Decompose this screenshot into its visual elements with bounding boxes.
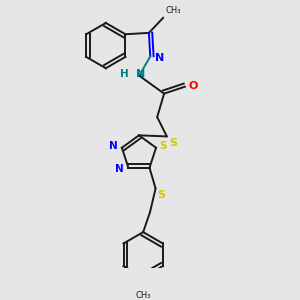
Text: N: N bbox=[155, 53, 164, 63]
Text: S: S bbox=[169, 138, 177, 148]
Text: CH₃: CH₃ bbox=[166, 7, 181, 16]
Text: CH₃: CH₃ bbox=[135, 291, 151, 300]
Text: S: S bbox=[159, 140, 167, 151]
Text: N: N bbox=[115, 164, 124, 174]
Text: O: O bbox=[188, 81, 197, 91]
Text: N: N bbox=[109, 141, 118, 151]
Text: H: H bbox=[120, 69, 129, 79]
Text: S: S bbox=[157, 190, 165, 200]
Text: N: N bbox=[136, 69, 145, 79]
